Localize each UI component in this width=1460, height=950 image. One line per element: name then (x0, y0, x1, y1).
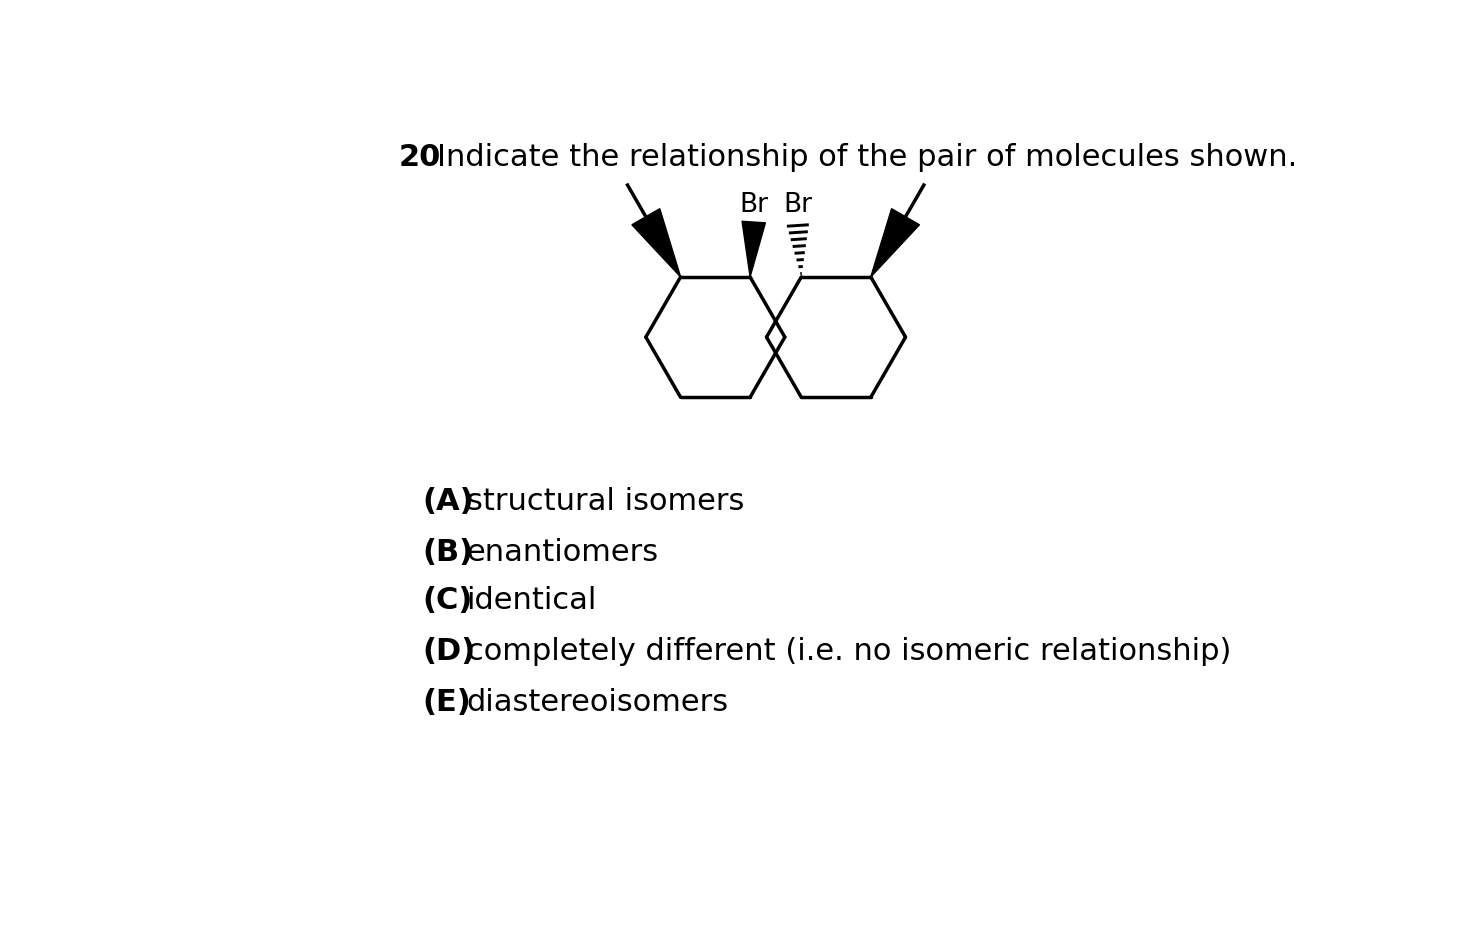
Polygon shape (870, 209, 920, 277)
Text: Indicate the relationship of the pair of molecules shown.: Indicate the relationship of the pair of… (438, 143, 1298, 172)
Text: structural isomers: structural isomers (467, 487, 745, 516)
Text: enantiomers: enantiomers (467, 539, 658, 567)
Text: (B): (B) (423, 539, 474, 567)
Text: 20: 20 (399, 143, 441, 172)
Polygon shape (632, 209, 680, 277)
Text: identical: identical (467, 586, 597, 615)
Text: (A): (A) (423, 487, 474, 516)
Text: (D): (D) (423, 637, 476, 666)
Polygon shape (742, 221, 765, 277)
Text: completely different (i.e. no isomeric relationship): completely different (i.e. no isomeric r… (467, 637, 1231, 666)
Text: (C): (C) (423, 586, 473, 615)
Text: (E): (E) (423, 688, 472, 717)
Text: Br: Br (739, 192, 768, 218)
Text: Br: Br (783, 192, 812, 218)
Text: diastereoisomers: diastereoisomers (467, 688, 729, 717)
